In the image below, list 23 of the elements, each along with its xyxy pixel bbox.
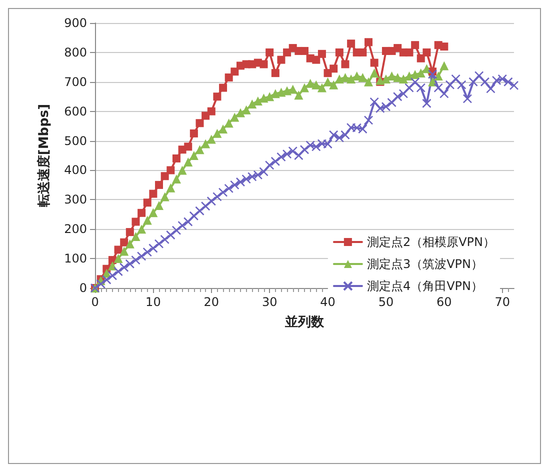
x-tick-label: 0 (91, 295, 99, 309)
y-tick-label: 600 (64, 104, 87, 118)
legend-label: 測定点3（筑波VPN） (366, 257, 484, 271)
legend-label: 測定点2（相模原VPN） (366, 235, 496, 249)
x-tick-label: 40 (320, 295, 336, 309)
y-tick-label: 300 (64, 192, 87, 207)
y-tick-label: 100 (64, 252, 87, 266)
y-tick-label: 800 (64, 45, 87, 60)
y-tick-label: 500 (64, 134, 87, 148)
x-axis-title: 並列数 (284, 315, 325, 330)
y-tick-label: 400 (64, 163, 87, 178)
x-tick-label: 60 (436, 295, 452, 309)
legend-label: 測定点4（角田VPN） (366, 279, 484, 293)
y-axis-title: 転送速度[Mbps] (36, 104, 52, 208)
x-tick-label: 10 (146, 295, 161, 309)
x-tick-label: 50 (378, 295, 394, 309)
y-tick-label: 0 (79, 281, 87, 295)
y-tick-label: 900 (64, 16, 87, 30)
x-tick-label: 70 (494, 295, 510, 309)
y-tick-label: 200 (64, 222, 87, 236)
y-tick-label: 700 (64, 74, 87, 89)
x-tick-label: 20 (204, 295, 220, 309)
x-tick-label: 30 (262, 295, 278, 309)
